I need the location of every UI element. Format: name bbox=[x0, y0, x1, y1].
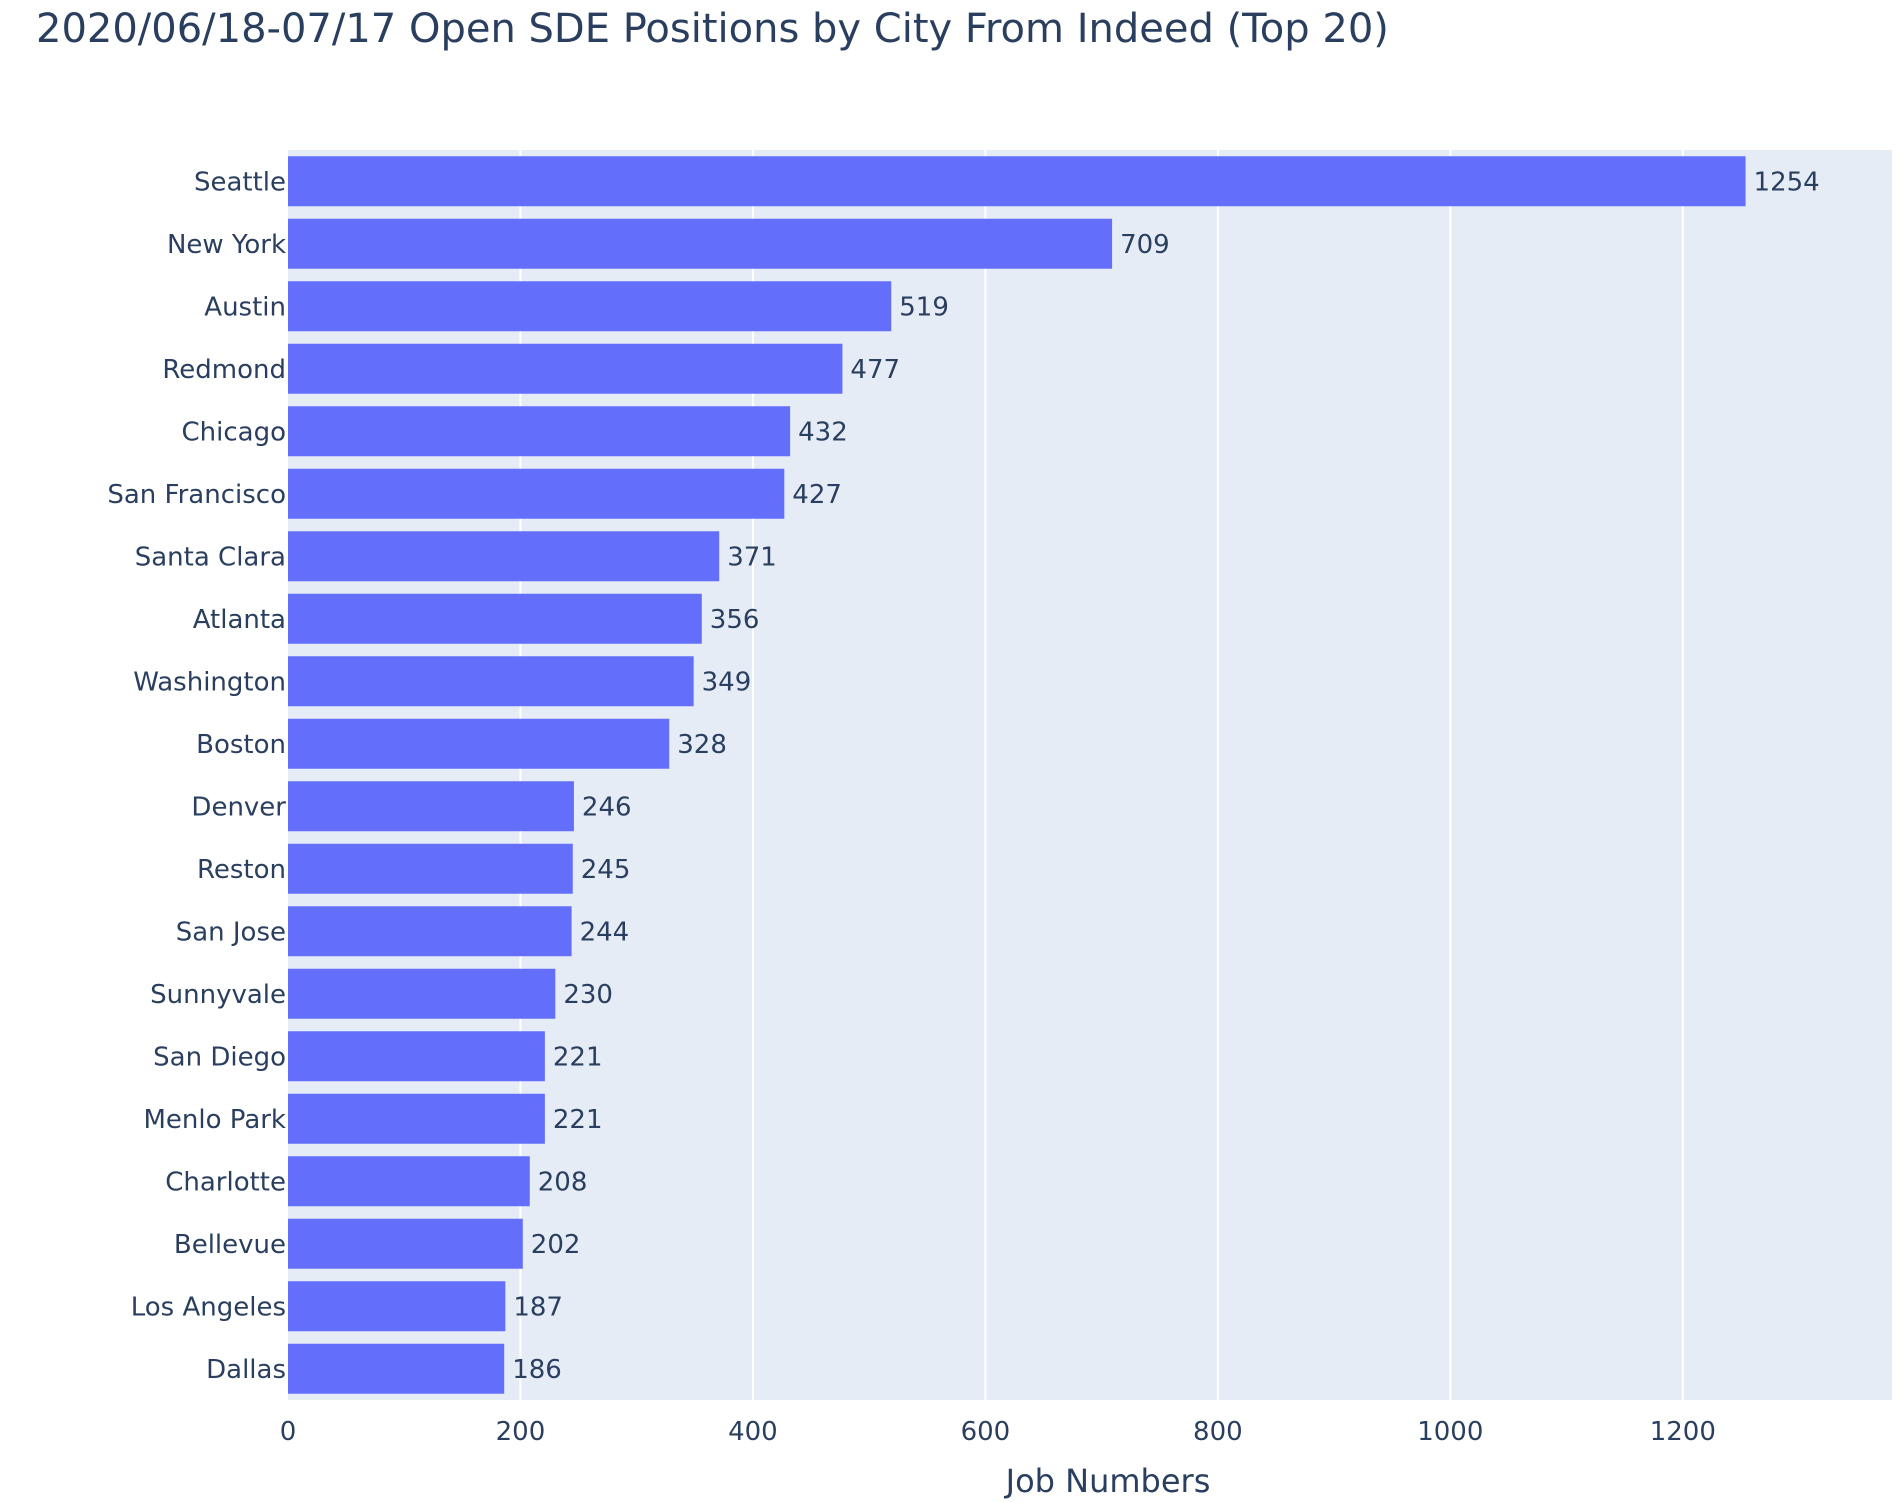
y-tick-label: New York bbox=[167, 230, 286, 260]
x-axis-tick-labels: 0 200 400 600 800 1000 1200 bbox=[280, 1417, 1716, 1447]
bar-menlo-park bbox=[288, 1093, 545, 1144]
bar-value-label: 709 bbox=[1120, 230, 1170, 260]
bar-value-label: 356 bbox=[710, 605, 760, 635]
x-tick-label: 400 bbox=[728, 1417, 778, 1447]
y-tick-label: Chicago bbox=[182, 417, 287, 447]
bar-san-francisco bbox=[288, 468, 785, 519]
y-tick-label: Redmond bbox=[162, 355, 286, 385]
bar-seattle bbox=[288, 156, 1746, 207]
x-tick-label: 800 bbox=[1193, 1417, 1243, 1447]
bar-bellevue bbox=[288, 1218, 523, 1269]
bar-value-label: 202 bbox=[531, 1230, 581, 1260]
y-tick-label: Washington bbox=[133, 667, 286, 697]
bar-value-label: 427 bbox=[792, 480, 842, 510]
bar-value-label: 221 bbox=[553, 1042, 603, 1072]
bar-value-label: 245 bbox=[581, 855, 631, 885]
bar-value-label: 187 bbox=[513, 1292, 563, 1322]
bar-reston bbox=[288, 843, 573, 894]
y-tick-label: Bellevue bbox=[174, 1230, 286, 1260]
x-axis-title: Job Numbers bbox=[1004, 1462, 1211, 1500]
bar-value-label: 246 bbox=[582, 792, 632, 822]
bar-value-label: 244 bbox=[580, 917, 630, 947]
bar-san-diego bbox=[288, 1031, 545, 1082]
y-tick-label: San Jose bbox=[176, 917, 286, 947]
bar-washington bbox=[288, 656, 694, 707]
x-tick-label: 200 bbox=[496, 1417, 546, 1447]
chart-title: 2020/06/18-07/17 Open SDE Positions by C… bbox=[36, 6, 1389, 52]
y-tick-label: Menlo Park bbox=[144, 1105, 287, 1135]
y-tick-label: Austin bbox=[204, 292, 286, 322]
y-axis-tick-labels: Seattle New York Austin Redmond Chicago San F… bbox=[107, 167, 286, 1385]
bar-austin bbox=[288, 281, 892, 332]
bar-value-label: 221 bbox=[553, 1105, 603, 1135]
x-tick-label: 1000 bbox=[1417, 1417, 1483, 1447]
bar-redmond bbox=[288, 343, 843, 394]
y-tick-label: Sunnyvale bbox=[150, 980, 286, 1010]
y-tick-label: Charlotte bbox=[165, 1167, 286, 1197]
bar-value-label: 477 bbox=[850, 355, 900, 385]
bar-value-label: 349 bbox=[702, 667, 752, 697]
bar-san-jose bbox=[288, 906, 572, 957]
x-tick-label: 1200 bbox=[1650, 1417, 1716, 1447]
bar-santa-clara bbox=[288, 531, 720, 582]
bar-charlotte bbox=[288, 1156, 530, 1207]
bar-value-label: 1254 bbox=[1754, 167, 1820, 197]
bar-value-labels: 1254 709 519 477 432 427 371 356 349 328 246 245 244… bbox=[512, 167, 1820, 1385]
bar-value-label: 432 bbox=[798, 417, 848, 447]
y-tick-label: Denver bbox=[191, 792, 286, 822]
bar-value-label: 519 bbox=[899, 292, 949, 322]
x-tick-label: 0 bbox=[280, 1417, 297, 1447]
bar-new-york bbox=[288, 218, 1113, 269]
y-tick-label: Reston bbox=[197, 855, 286, 885]
y-tick-label: San Francisco bbox=[107, 480, 286, 510]
y-tick-label: Los Angeles bbox=[131, 1292, 286, 1322]
bar-value-label: 230 bbox=[563, 980, 613, 1010]
bar-value-label: 371 bbox=[727, 542, 777, 572]
y-tick-label: San Diego bbox=[153, 1042, 286, 1072]
y-tick-label: Seattle bbox=[194, 167, 286, 197]
bar-value-label: 328 bbox=[677, 730, 727, 760]
bar-value-label: 186 bbox=[512, 1355, 562, 1385]
y-tick-label: Atlanta bbox=[193, 605, 286, 635]
bar-value-label: 208 bbox=[538, 1167, 588, 1197]
y-tick-label: Boston bbox=[196, 730, 286, 760]
bar-dallas bbox=[288, 1343, 505, 1394]
bar-los-angeles bbox=[288, 1281, 506, 1332]
bar-sunnyvale bbox=[288, 968, 556, 1019]
bars bbox=[288, 156, 1746, 1394]
x-tick-label: 600 bbox=[961, 1417, 1011, 1447]
plot-area bbox=[288, 150, 1892, 1400]
y-tick-label: Dallas bbox=[206, 1355, 286, 1385]
y-tick-label: Santa Clara bbox=[135, 542, 286, 572]
bar-atlanta bbox=[288, 593, 702, 644]
bar-denver bbox=[288, 781, 574, 832]
bar-boston bbox=[288, 718, 670, 769]
bar-chicago bbox=[288, 406, 791, 457]
